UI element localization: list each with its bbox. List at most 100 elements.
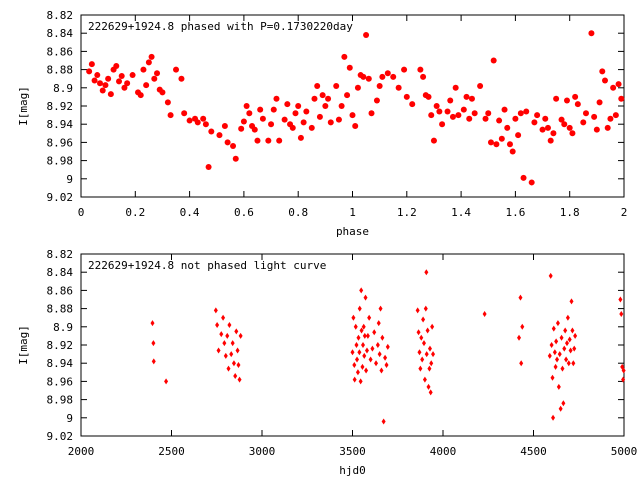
data-point xyxy=(229,351,234,358)
data-point xyxy=(377,351,382,358)
data-point xyxy=(151,358,156,365)
data-point xyxy=(273,95,280,102)
data-point xyxy=(618,296,623,303)
data-point xyxy=(354,84,361,91)
data-point xyxy=(365,332,370,339)
data-point xyxy=(221,314,226,321)
data-point xyxy=(560,365,565,372)
data-point xyxy=(88,61,95,68)
data-point xyxy=(430,323,435,330)
data-point xyxy=(599,68,606,75)
data-point xyxy=(593,126,600,133)
y-tick-label: 8.9 xyxy=(53,82,73,95)
data-point xyxy=(297,134,304,141)
x-tick-label: 0.8 xyxy=(288,206,308,219)
data-point xyxy=(466,115,473,122)
data-point xyxy=(551,325,556,332)
data-point xyxy=(449,113,456,120)
data-point xyxy=(428,389,433,396)
data-point xyxy=(580,119,587,126)
y-tick-label: 8.94 xyxy=(47,357,74,370)
data-point xyxy=(148,53,155,60)
data-point xyxy=(531,119,538,126)
data-point xyxy=(566,360,571,367)
data-point xyxy=(223,352,228,359)
data-point xyxy=(167,112,174,119)
data-point xyxy=(520,174,527,181)
data-point xyxy=(178,75,185,82)
x-tick-label: 0.2 xyxy=(125,206,145,219)
x-tick-label: 3000 xyxy=(249,445,276,458)
data-point xyxy=(542,115,549,122)
x-tick-label: 2000 xyxy=(68,445,95,458)
data-point xyxy=(409,101,416,108)
data-point xyxy=(376,82,383,89)
data-point xyxy=(512,115,519,122)
y-tick-label: 8.92 xyxy=(47,100,74,113)
data-point xyxy=(344,92,351,99)
data-point xyxy=(515,132,522,139)
data-point xyxy=(370,345,375,352)
data-point xyxy=(338,103,345,109)
plot-frame xyxy=(80,253,625,437)
data-point xyxy=(235,347,240,354)
data-point xyxy=(341,53,348,60)
y-tick-label: 8.98 xyxy=(47,155,74,168)
data-point xyxy=(164,99,171,106)
data-point xyxy=(311,95,318,102)
data-point xyxy=(357,349,362,356)
data-point xyxy=(564,340,569,347)
data-point xyxy=(563,327,568,334)
data-point xyxy=(230,143,237,150)
data-point xyxy=(619,311,624,318)
data-point xyxy=(360,73,367,80)
data-point xyxy=(381,418,386,425)
data-point xyxy=(360,363,365,370)
data-point xyxy=(216,347,221,354)
data-point xyxy=(363,32,370,39)
data-point xyxy=(607,115,614,122)
data-point xyxy=(416,329,421,336)
x-tick-label: 1.8 xyxy=(560,206,580,219)
data-point xyxy=(314,82,321,89)
data-point xyxy=(118,72,125,79)
y-tick-label: 8.82 xyxy=(47,248,74,261)
data-point xyxy=(378,305,383,312)
data-point xyxy=(425,93,432,100)
data-point xyxy=(549,342,554,348)
y-tick-label: 8.88 xyxy=(47,64,74,77)
data-point xyxy=(427,365,432,372)
data-point xyxy=(240,118,247,125)
x-tick-label: 0.4 xyxy=(180,206,200,219)
data-point xyxy=(555,320,560,327)
data-point xyxy=(420,356,425,363)
data-point xyxy=(384,362,389,369)
x-tick-label: 1.2 xyxy=(397,206,417,219)
data-point xyxy=(113,62,120,69)
data-point xyxy=(303,108,310,115)
data-point xyxy=(569,130,576,137)
data-point xyxy=(415,307,420,314)
data-point xyxy=(352,376,357,383)
data-point xyxy=(572,345,577,352)
data-point xyxy=(226,365,231,372)
data-point xyxy=(281,116,288,123)
data-point xyxy=(601,77,608,84)
data-point xyxy=(362,352,367,359)
data-point xyxy=(565,314,570,321)
x-tick-label: 4500 xyxy=(520,445,547,458)
data-point xyxy=(417,66,424,73)
y-tick-label: 8.92 xyxy=(47,339,74,352)
data-point xyxy=(571,360,576,367)
data-point xyxy=(124,80,131,87)
data-point xyxy=(364,347,369,354)
y-tick-label: 8.96 xyxy=(47,375,74,388)
data-point xyxy=(557,351,562,358)
x-tick-label: 1.6 xyxy=(505,206,525,219)
data-point xyxy=(572,93,579,100)
y-tick-label: 9 xyxy=(66,173,73,186)
data-point xyxy=(300,119,307,126)
data-point xyxy=(426,383,431,390)
data-point xyxy=(482,115,489,122)
data-point xyxy=(215,321,220,328)
